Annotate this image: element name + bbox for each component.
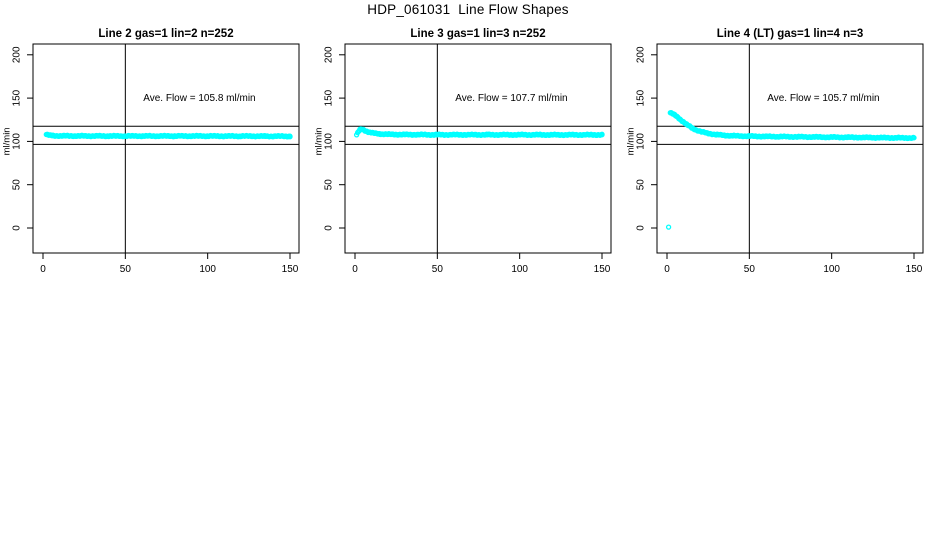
x-axis-tick-label: 150: [906, 264, 923, 275]
y-axis-tick-label: 150: [12, 89, 23, 106]
x-axis-tick-label: 0: [40, 264, 46, 275]
panel-title: Line 4 (LT) gas=1 lin=4 n=3: [717, 28, 863, 40]
y-axis-tick-label: 0: [12, 225, 23, 231]
x-axis-tick-label: 50: [120, 264, 132, 275]
y-axis-tick-label: 50: [636, 179, 647, 191]
x-axis-tick-label: 50: [432, 264, 444, 275]
x-axis-tick-label: 150: [594, 264, 611, 275]
flow-panel-3: 0 50 100 150 200 0 50 100 150 ml/min Line 4 (LT) g…: [626, 28, 924, 275]
plot-box: [32, 43, 300, 254]
ave-flow-annotation: Ave. Flow = 107.7 ml/min: [455, 93, 567, 104]
y-axis-tick-label: 150: [324, 89, 335, 106]
plot-box: [344, 43, 612, 254]
data-point: [911, 135, 917, 141]
y-axis-label: ml/min: [314, 127, 325, 155]
x-axis-tick-label: 150: [282, 264, 299, 275]
axes: 0 50 100 150 200 0 50 100 150 ml/min: [626, 46, 923, 275]
ave-flow-annotation: Ave. Flow = 105.8 ml/min: [143, 93, 255, 104]
panel-title: Line 3 gas=1 lin=3 n=252: [410, 28, 545, 40]
data-series-flow-trace: [667, 110, 917, 142]
y-axis-tick-label: 200: [636, 46, 647, 63]
ave-flow-annotation: Ave. Flow = 105.7 ml/min: [767, 93, 879, 104]
flow-panel-1: 0 50 100 150 200 0 50 100 150 ml/min Line 2 gas=1 …: [2, 28, 300, 275]
panel-line-2: 0 50 100 150 200 0 50 100 150 ml/min Line 2 gas=1 …: [0, 0, 312, 300]
y-axis-tick-label: 150: [636, 89, 647, 106]
axes: 0 50 100 150 200 0 50 100 150 ml/min: [314, 46, 611, 275]
data-point: [287, 134, 293, 140]
panel-line-4: 0 50 100 150 200 0 50 100 150 ml/min Line 4 (LT) g…: [624, 0, 936, 300]
flow-panel-2: 0 50 100 150 200 0 50 100 150 ml/min Line 3 gas=1 …: [314, 28, 612, 275]
data-series-flow-trace: [353, 126, 605, 139]
x-axis-tick-label: 50: [744, 264, 756, 275]
data-series-flow-trace: [43, 131, 293, 140]
y-axis-tick-label: 0: [636, 225, 647, 231]
plot-box: [656, 43, 924, 254]
reference-lines: [33, 44, 299, 253]
y-axis-tick-label: 200: [324, 46, 335, 63]
x-axis-tick-label: 100: [199, 264, 216, 275]
axes: 0 50 100 150 200 0 50 100 150 ml/min: [2, 46, 299, 275]
y-axis-tick-label: 100: [324, 133, 335, 150]
x-axis-tick-label: 100: [823, 264, 840, 275]
y-axis-tick-label: 200: [12, 46, 23, 63]
panel-title: Line 2 gas=1 lin=2 n=252: [98, 28, 233, 40]
x-axis-tick-label: 0: [664, 264, 670, 275]
x-axis-tick-label: 0: [352, 264, 358, 275]
y-axis-tick-label: 0: [324, 225, 335, 231]
data-point: [599, 132, 605, 138]
data-series-outlier-point: [665, 224, 672, 230]
reference-lines: [345, 44, 611, 253]
main-title: HDP_061031 Line Flow Shapes: [367, 2, 569, 17]
y-axis-tick-label: 100: [636, 133, 647, 150]
y-axis-label: ml/min: [626, 127, 637, 155]
reference-lines: [657, 44, 923, 253]
x-axis-tick-label: 100: [511, 264, 528, 275]
data-point: [665, 224, 672, 230]
y-axis-tick-label: 100: [12, 133, 23, 150]
y-axis-tick-label: 50: [12, 179, 23, 191]
y-axis-tick-label: 50: [324, 179, 335, 191]
panel-line-3: 0 50 100 150 200 0 50 100 150 ml/min Line 3 gas=1 …: [312, 0, 624, 300]
y-axis-label: ml/min: [2, 127, 13, 155]
